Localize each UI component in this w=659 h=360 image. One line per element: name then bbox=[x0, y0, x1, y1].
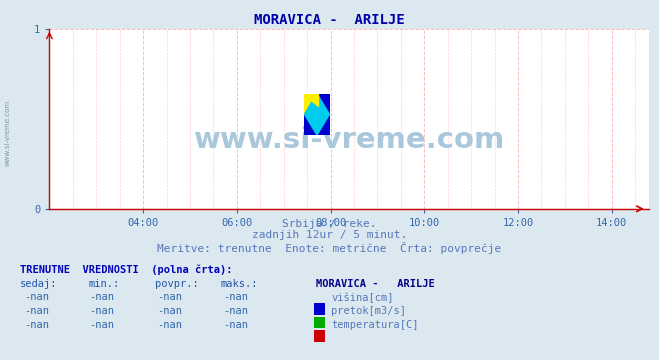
Text: min.:: min.: bbox=[89, 279, 120, 289]
Text: -nan: -nan bbox=[223, 292, 248, 302]
Text: višina[cm]: višina[cm] bbox=[331, 292, 394, 303]
Polygon shape bbox=[304, 94, 318, 106]
Text: maks.:: maks.: bbox=[221, 279, 258, 289]
Text: TRENUTNE  VREDNOSTI  (polna črta):: TRENUTNE VREDNOSTI (polna črta): bbox=[20, 265, 232, 275]
Text: -nan: -nan bbox=[158, 320, 183, 330]
Text: sedaj:: sedaj: bbox=[20, 279, 57, 289]
Text: povpr.:: povpr.: bbox=[155, 279, 198, 289]
Text: temperatura[C]: temperatura[C] bbox=[331, 320, 419, 330]
Text: -nan: -nan bbox=[90, 306, 115, 316]
Text: Srbija / reke.: Srbija / reke. bbox=[282, 219, 377, 229]
Text: -nan: -nan bbox=[158, 306, 183, 316]
Text: MORAVICA -   ARILJE: MORAVICA - ARILJE bbox=[316, 279, 435, 289]
Text: -nan: -nan bbox=[223, 320, 248, 330]
Text: -nan: -nan bbox=[90, 320, 115, 330]
Text: -nan: -nan bbox=[90, 292, 115, 302]
Text: www.si-vreme.com: www.si-vreme.com bbox=[5, 100, 11, 166]
Text: Meritve: trenutne  Enote: metrične  Črta: povprečje: Meritve: trenutne Enote: metrične Črta: … bbox=[158, 242, 501, 254]
Text: -nan: -nan bbox=[24, 292, 49, 302]
Text: www.si-vreme.com: www.si-vreme.com bbox=[194, 126, 505, 154]
Text: -nan: -nan bbox=[24, 306, 49, 316]
Text: -nan: -nan bbox=[223, 306, 248, 316]
Text: zadnjih 12ur / 5 minut.: zadnjih 12ur / 5 minut. bbox=[252, 230, 407, 240]
Text: -nan: -nan bbox=[24, 320, 49, 330]
Polygon shape bbox=[304, 94, 317, 114]
Text: MORAVICA -  ARILJE: MORAVICA - ARILJE bbox=[254, 13, 405, 27]
Text: -nan: -nan bbox=[158, 292, 183, 302]
Text: pretok[m3/s]: pretok[m3/s] bbox=[331, 306, 407, 316]
Polygon shape bbox=[304, 94, 330, 135]
